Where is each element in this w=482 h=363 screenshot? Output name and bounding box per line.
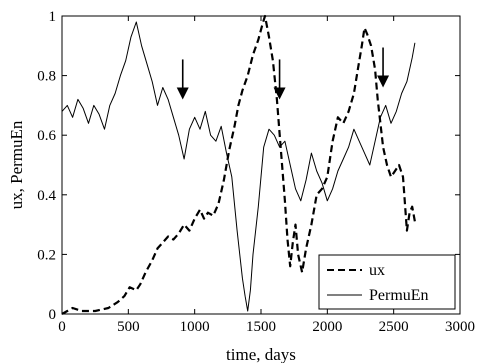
y-tick-label: 0.4	[37, 188, 56, 204]
y-tick-label: 1	[49, 9, 57, 25]
y-tick-label: 0.2	[37, 247, 56, 263]
legend-ux-label: ux	[369, 262, 385, 279]
x-tick-label: 500	[117, 319, 140, 335]
y-tick-label: 0.8	[37, 69, 56, 85]
x-tick-label: 3000	[445, 319, 475, 335]
x-tick-label: 2000	[312, 319, 342, 335]
legend-permuen-label: PermuEn	[369, 287, 429, 304]
x-axis-label: time, days	[226, 345, 296, 363]
arrow-annotation-head	[273, 87, 286, 100]
series-layer	[61, 14, 416, 315]
x-tick-label: 1000	[180, 319, 210, 335]
y-tick-label: 0.6	[37, 128, 56, 144]
legend: ux PermuEn	[318, 254, 456, 310]
arrow-annotation-head	[176, 87, 189, 100]
y-axis: 0 0.2 0.4 0.6 0.8 1	[37, 9, 460, 323]
legend-box	[318, 254, 456, 310]
arrow-annotation-head	[377, 75, 390, 88]
y-axis-label: ux, PermuEn	[7, 120, 26, 209]
series-line-permuen	[61, 21, 416, 312]
x-tick-label: 0	[58, 319, 66, 335]
x-tick-label: 2500	[379, 319, 409, 335]
x-axis: 0 500 1000 1500 2000 2500 3000	[58, 16, 475, 335]
x-tick-label: 1500	[246, 319, 276, 335]
series-line-ux	[61, 14, 416, 315]
y-tick-label: 0	[49, 307, 57, 323]
arrow-annotations	[176, 47, 390, 100]
